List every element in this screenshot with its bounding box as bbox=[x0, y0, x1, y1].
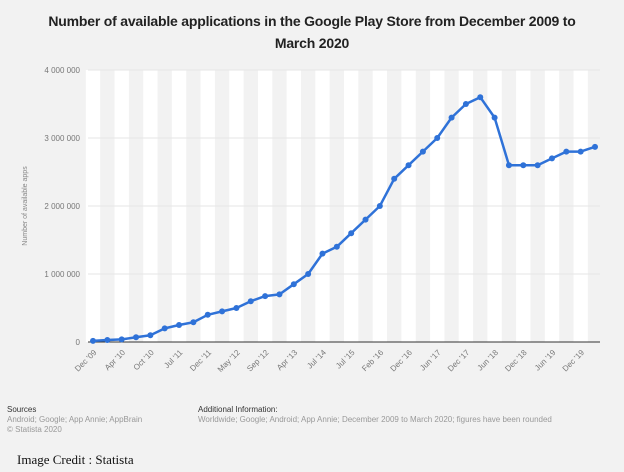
data-point bbox=[419, 148, 426, 155]
data-point bbox=[262, 293, 269, 300]
x-tick-label: Dec '09 bbox=[73, 348, 99, 374]
data-point bbox=[147, 332, 154, 339]
x-tick-label: Feb '16 bbox=[360, 348, 385, 373]
data-point bbox=[219, 308, 226, 315]
data-point bbox=[176, 322, 183, 328]
data-point bbox=[104, 336, 111, 343]
image-credit: Image Credit : Statista bbox=[17, 452, 134, 467]
x-tick-label: Jul '15 bbox=[334, 348, 357, 371]
data-point bbox=[592, 143, 598, 150]
data-point bbox=[376, 203, 383, 209]
data-point bbox=[534, 162, 541, 169]
x-tick-label: Jun '17 bbox=[418, 348, 443, 373]
data-point bbox=[204, 311, 211, 318]
data-point bbox=[391, 175, 398, 182]
data-point bbox=[448, 114, 455, 121]
x-tick-label: May '12 bbox=[216, 348, 242, 374]
data-point bbox=[90, 337, 96, 344]
info-heading: Additional Information: bbox=[198, 405, 278, 414]
x-tick-label: Jul '14 bbox=[305, 348, 328, 371]
x-tick-label: Dec '16 bbox=[389, 348, 415, 374]
sources-text: Android; Google; App Annie; AppBrain bbox=[7, 415, 143, 424]
data-point bbox=[133, 334, 140, 341]
sources-heading: Sources bbox=[7, 405, 37, 414]
x-tick-label: Dec '18 bbox=[503, 348, 529, 374]
data-point bbox=[233, 305, 240, 311]
data-point bbox=[190, 319, 197, 326]
y-axis-title: Number of available apps bbox=[22, 166, 29, 246]
data-point bbox=[477, 94, 484, 101]
data-point bbox=[276, 291, 283, 298]
data-point bbox=[290, 281, 297, 288]
data-point bbox=[247, 298, 254, 305]
x-tick-label: Jun '18 bbox=[476, 348, 501, 373]
x-tick-label: Jul '11 bbox=[162, 348, 185, 371]
x-tick-label: Dec '17 bbox=[446, 348, 472, 374]
data-point bbox=[491, 114, 498, 121]
data-point bbox=[305, 271, 312, 277]
data-point bbox=[118, 336, 125, 343]
sources-block: Sources Android; Google; App Annie; AppB… bbox=[7, 405, 142, 435]
data-point bbox=[563, 148, 570, 155]
x-tick-label: Jun '19 bbox=[533, 348, 558, 373]
data-point bbox=[505, 162, 512, 169]
x-tick-label: Oct '10 bbox=[132, 348, 156, 372]
chart-title: Number of available applications in the … bbox=[48, 13, 576, 51]
y-tick-label: 1 000 000 bbox=[44, 270, 80, 279]
x-tick-label: Dec '19 bbox=[561, 348, 587, 374]
x-tick-label: Sep '12 bbox=[245, 348, 271, 374]
data-point bbox=[319, 250, 326, 257]
data-point bbox=[520, 162, 527, 169]
data-point bbox=[548, 155, 555, 162]
x-tick-label: Dec '11 bbox=[188, 348, 213, 373]
y-tick-label: 0 bbox=[76, 338, 81, 347]
data-point bbox=[462, 101, 469, 107]
x-tick-label: Apr '13 bbox=[275, 348, 300, 373]
data-point bbox=[161, 325, 168, 332]
data-point bbox=[348, 230, 355, 237]
copyright: © Statista 2020 bbox=[7, 425, 62, 434]
y-tick-label: 2 000 000 bbox=[44, 202, 80, 211]
y-tick-label: 4 000 000 bbox=[44, 66, 80, 75]
x-tick-label: Apr '10 bbox=[103, 348, 128, 373]
info-text: Worldwide; Google; Android; App Annie; D… bbox=[198, 415, 552, 424]
data-point bbox=[577, 148, 584, 155]
line-chart: 0 1 000 000 2 000 000 3 000 000 4 000 000 Num… bbox=[22, 66, 600, 374]
data-point bbox=[405, 162, 412, 169]
additional-info-block: Additional Information: Worldwide; Googl… bbox=[198, 405, 552, 425]
data-point bbox=[362, 216, 369, 223]
y-tick-label: 3 000 000 bbox=[44, 134, 80, 143]
data-point bbox=[434, 135, 441, 141]
data-point bbox=[333, 243, 340, 250]
